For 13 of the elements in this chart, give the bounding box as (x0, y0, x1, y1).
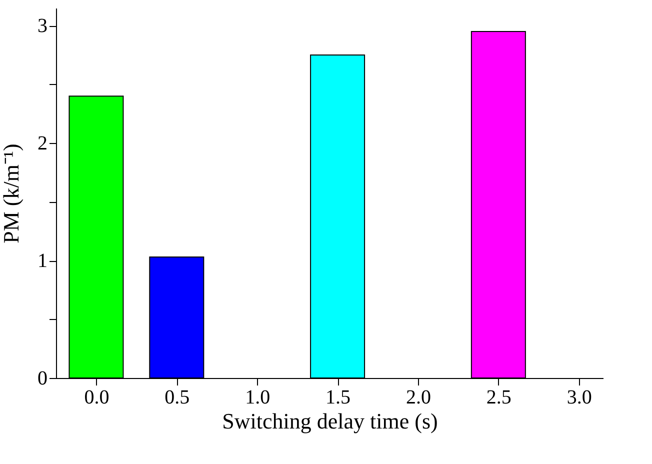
x-tick-label: 2.0 (406, 386, 431, 408)
y-tick-label: 1 (38, 250, 48, 272)
x-tick-label: 1.0 (245, 386, 270, 408)
y-tick-label: 0 (38, 368, 48, 390)
x-tick-label: 2.5 (486, 386, 512, 408)
x-tick-label: 0.5 (164, 386, 190, 408)
y-axis-title: PM (k/m⁻¹) (0, 144, 24, 244)
y-tick-label: 3 (38, 15, 48, 38)
x-tick-label: 0.0 (84, 386, 110, 408)
x-tick-label: 3.0 (566, 386, 592, 408)
y-tick-label: 2 (38, 132, 48, 155)
x-axis-title: Switching delay time (s) (222, 408, 438, 434)
x-tick-label: 1.5 (326, 386, 351, 408)
